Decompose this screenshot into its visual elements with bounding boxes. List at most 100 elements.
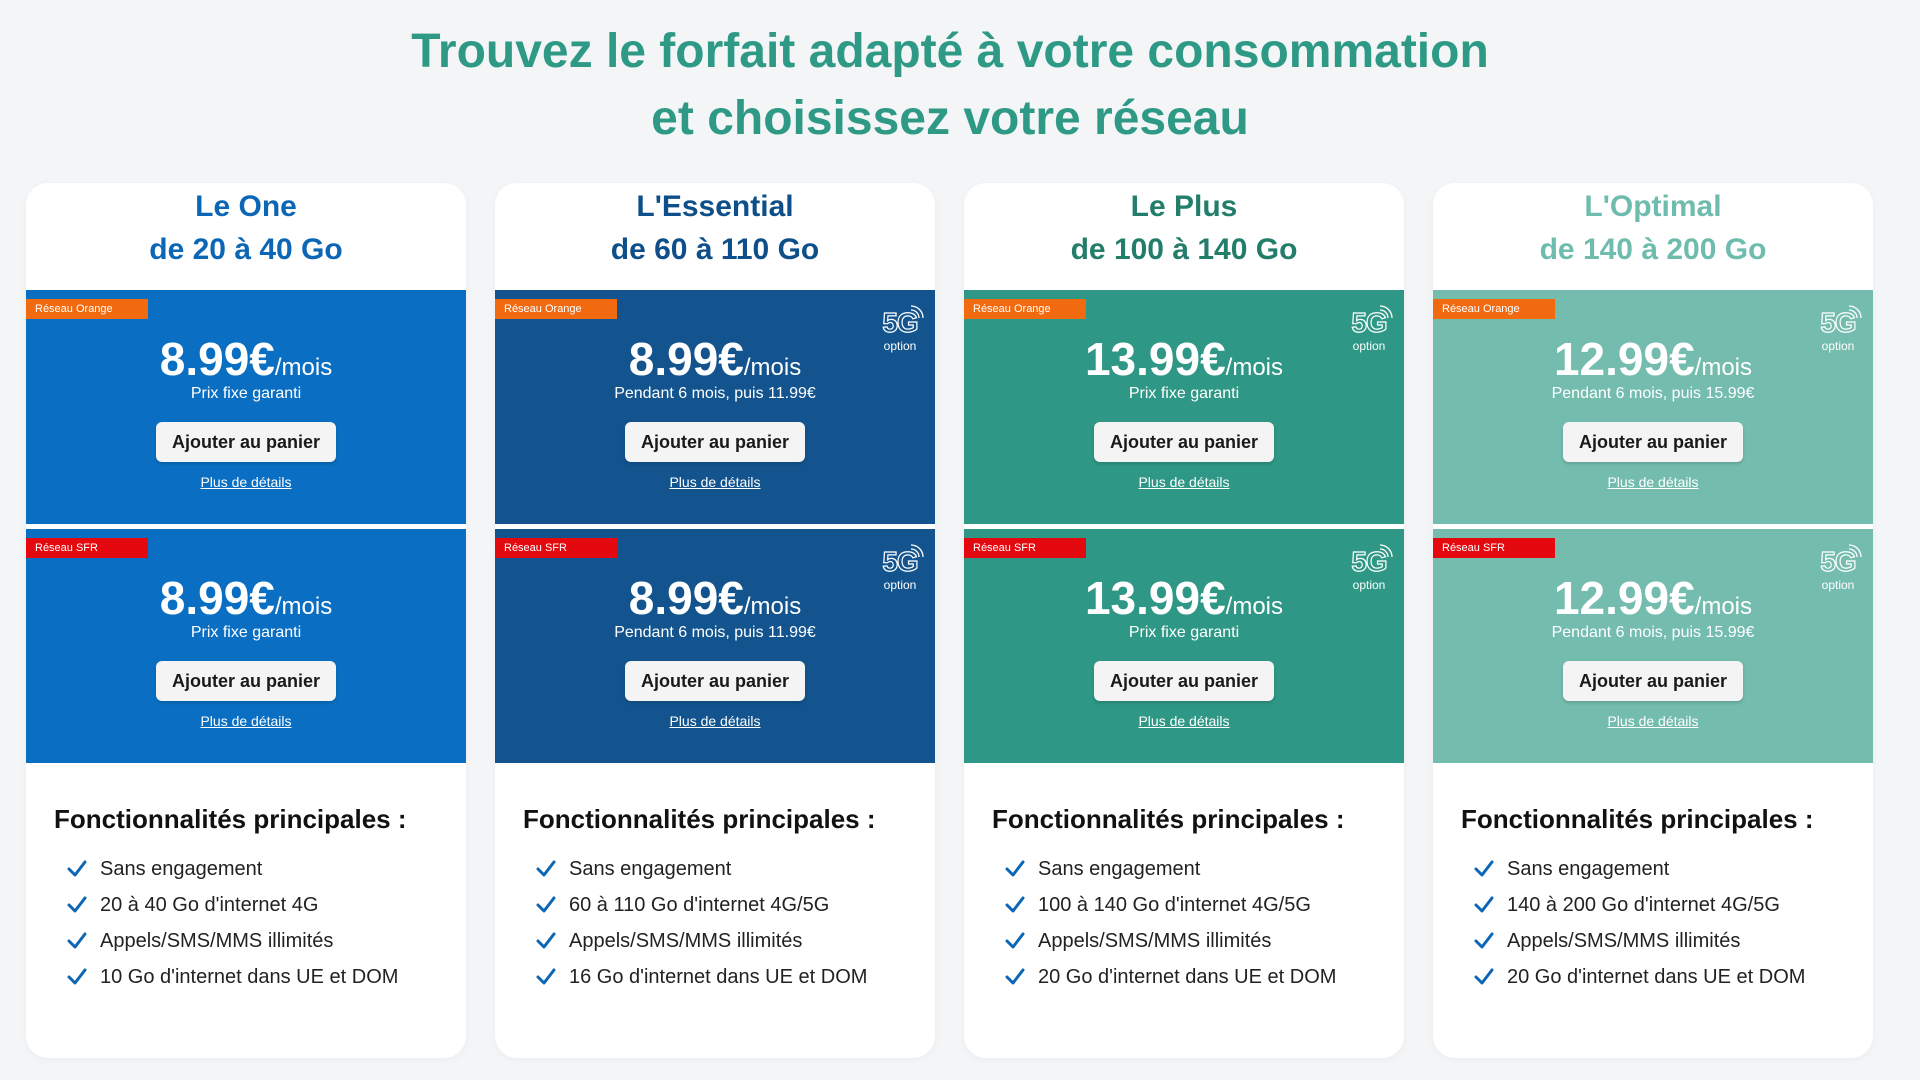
features-section: Fonctionnalités principales : Sans engag…: [992, 804, 1392, 995]
signal-icon: [1379, 305, 1393, 319]
features-list: Sans engagement 140 à 200 Go d'internet …: [1461, 851, 1861, 995]
price-unit: /mois: [274, 593, 333, 620]
price-unit: /mois: [1225, 354, 1284, 381]
price-subline: Pendant 6 mois, puis 11.99€: [614, 385, 816, 402]
add-to-cart-button[interactable]: Ajouter au panier: [156, 422, 336, 462]
offer-orange: Réseau Orange 8.99€/mois Prix fixe garan…: [26, 290, 466, 524]
details-link[interactable]: Plus de détails: [200, 713, 292, 729]
feature-item: Sans engagement: [523, 851, 923, 887]
network-badge-sfr: Réseau SFR: [26, 538, 148, 558]
feature-item: Appels/SMS/MMS illimités: [54, 923, 454, 959]
check-icon: [1005, 932, 1025, 949]
plan-header: L'Essential de 60 à 110 Go: [495, 183, 935, 290]
check-icon: [1005, 860, 1025, 877]
5g-option-badge: 5G option: [1813, 304, 1863, 352]
signal-icon: [910, 305, 924, 319]
add-to-cart-button[interactable]: Ajouter au panier: [1563, 661, 1743, 701]
5g-label: 5G: [882, 307, 920, 338]
feature-item: 140 à 200 Go d'internet 4G/5G: [1461, 887, 1861, 923]
plan-name: L'Essential: [636, 190, 794, 223]
network-badge-sfr: Réseau SFR: [1433, 538, 1555, 558]
price-subline: Prix fixe garanti: [1128, 624, 1240, 641]
feature-item: Appels/SMS/MMS illimités: [992, 923, 1392, 959]
plan-cards: Le One de 20 à 40 Go Réseau Orange 8.99€…: [26, 183, 1876, 1058]
price-subline: Pendant 6 mois, puis 15.99€: [1551, 385, 1755, 402]
features-title: Fonctionnalités principales :: [1461, 804, 1814, 834]
plan-card-optimal: L'Optimal de 140 à 200 Go Réseau Orange …: [1433, 183, 1873, 1058]
network-badge-orange: Réseau Orange: [495, 299, 617, 319]
plan-card-le-one: Le One de 20 à 40 Go Réseau Orange 8.99€…: [26, 183, 466, 1058]
price-amount: 13.99€: [1084, 333, 1226, 385]
feature-item: 20 à 40 Go d'internet 4G: [54, 887, 454, 923]
feature-item: Sans engagement: [54, 851, 454, 887]
check-icon: [1474, 968, 1494, 985]
feature-text: Appels/SMS/MMS illimités: [1507, 929, 1741, 952]
price-unit: /mois: [1225, 593, 1284, 620]
offer-sfr: Réseau SFR 5G option 8.99€/mois Pendant …: [495, 529, 935, 763]
details-link[interactable]: Plus de détails: [1138, 713, 1230, 729]
plan-name: L'Optimal: [1584, 190, 1722, 223]
offer-sfr: Réseau SFR 8.99€/mois Prix fixe garanti …: [26, 529, 466, 763]
feature-item: Sans engagement: [1461, 851, 1861, 887]
signal-icon: [910, 544, 924, 558]
5g-option-label: option: [1352, 339, 1386, 353]
features-title: Fonctionnalités principales :: [523, 804, 876, 834]
price: 12.99€/mois: [1433, 332, 1873, 386]
5g-label: 5G: [882, 546, 920, 577]
signal-icon: [1848, 305, 1862, 319]
feature-text: 60 à 110 Go d'internet 4G/5G: [569, 893, 830, 916]
details-link[interactable]: Plus de détails: [1138, 474, 1230, 490]
feature-item: 20 Go d'internet dans UE et DOM: [992, 959, 1392, 995]
5g-option-label: option: [883, 578, 917, 592]
details-link[interactable]: Plus de détails: [200, 474, 292, 490]
details-link[interactable]: Plus de détails: [1607, 713, 1699, 729]
features-list: Sans engagement 100 à 140 Go d'internet …: [992, 851, 1392, 995]
headline-line-1: Trouvez le forfait adapté à votre consom…: [411, 25, 1489, 78]
plan-data-range: de 60 à 110 Go: [610, 233, 820, 266]
feature-text: Sans engagement: [1038, 857, 1201, 880]
network-badge-orange: Réseau Orange: [1433, 299, 1555, 319]
feature-item: 100 à 140 Go d'internet 4G/5G: [992, 887, 1392, 923]
headline-line-2: et choisissez votre réseau: [651, 92, 1249, 145]
network-badge-orange: Réseau Orange: [26, 299, 148, 319]
5g-option-badge: 5G option: [1344, 543, 1394, 591]
feature-text: 100 à 140 Go d'internet 4G/5G: [1038, 893, 1311, 916]
features-section: Fonctionnalités principales : Sans engag…: [54, 804, 454, 995]
add-to-cart-button[interactable]: Ajouter au panier: [625, 661, 805, 701]
price: 13.99€/mois: [964, 571, 1404, 625]
feature-text: Appels/SMS/MMS illimités: [569, 929, 803, 952]
price: 8.99€/mois: [26, 332, 466, 386]
features-section: Fonctionnalités principales : Sans engag…: [523, 804, 923, 995]
network-badge-orange: Réseau Orange: [964, 299, 1086, 319]
price-subline: Prix fixe garanti: [190, 624, 302, 641]
check-icon: [536, 896, 556, 913]
add-to-cart-button[interactable]: Ajouter au panier: [625, 422, 805, 462]
check-icon: [1474, 932, 1494, 949]
5g-label: 5G: [1351, 546, 1389, 577]
add-to-cart-button[interactable]: Ajouter au panier: [1094, 661, 1274, 701]
price-amount: 8.99€: [159, 572, 275, 624]
add-to-cart-button[interactable]: Ajouter au panier: [1563, 422, 1743, 462]
price-amount: 13.99€: [1084, 572, 1226, 624]
feature-text: 20 à 40 Go d'internet 4G: [100, 893, 319, 916]
price-subline: Prix fixe garanti: [1128, 385, 1240, 402]
plan-header: Le Plus de 100 à 140 Go: [964, 183, 1404, 290]
add-to-cart-button[interactable]: Ajouter au panier: [156, 661, 336, 701]
offer-orange: Réseau Orange 5G option 13.99€/mois Prix…: [964, 290, 1404, 524]
5g-option-label: option: [883, 339, 917, 353]
feature-item: 10 Go d'internet dans UE et DOM: [54, 959, 454, 995]
plan-card-essential: L'Essential de 60 à 110 Go Réseau Orange…: [495, 183, 935, 1058]
5g-option-label: option: [1352, 578, 1386, 592]
price-subline: Pendant 6 mois, puis 11.99€: [614, 624, 816, 641]
plan-data-range: de 20 à 40 Go: [149, 233, 343, 266]
price-amount: 8.99€: [628, 333, 744, 385]
price-amount: 8.99€: [628, 572, 744, 624]
details-link[interactable]: Plus de détails: [669, 474, 761, 490]
details-link[interactable]: Plus de détails: [1607, 474, 1699, 490]
check-icon: [1474, 860, 1494, 877]
5g-option-badge: 5G option: [1813, 543, 1863, 591]
5g-label: 5G: [1820, 546, 1858, 577]
check-icon: [67, 932, 87, 949]
details-link[interactable]: Plus de détails: [669, 713, 761, 729]
add-to-cart-button[interactable]: Ajouter au panier: [1094, 422, 1274, 462]
